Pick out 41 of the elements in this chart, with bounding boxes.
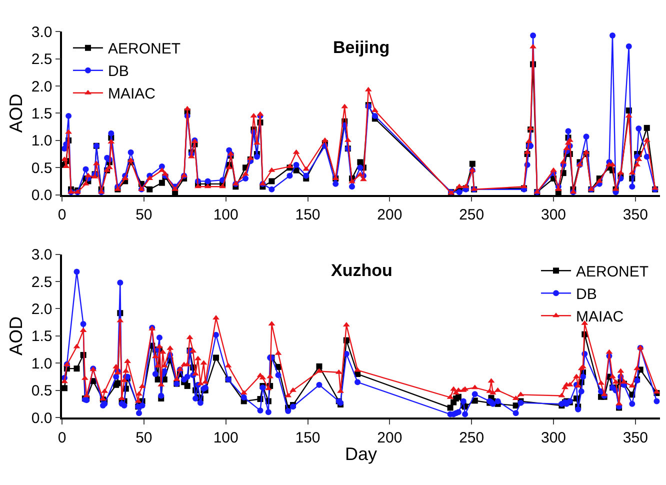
x-tick-label: 150	[295, 429, 320, 446]
y-tick-label: 1.0	[31, 355, 52, 372]
x-tick-label: 50	[136, 429, 152, 446]
y-tick-label: 1.5	[31, 328, 52, 346]
legend-label: MAIAC	[576, 308, 624, 326]
y-tick-label: 2.0	[31, 78, 52, 96]
legend-label: AERONET	[108, 40, 180, 58]
y-tick-label: 0.0	[31, 187, 52, 204]
x-tick-label: 150	[295, 206, 320, 224]
x-tick-label: 350	[622, 206, 648, 224]
y-tick-label: 0.5	[31, 382, 52, 400]
x-axis-title: Day	[344, 444, 378, 464]
y-tick-label: 2.5	[31, 51, 52, 68]
legend-label: MAIAC	[108, 86, 156, 103]
legend-label: DB	[576, 286, 597, 303]
y-tick-label: 0.5	[31, 160, 52, 177]
x-tick-label: 300	[540, 429, 566, 446]
x-tick-label: 100	[213, 206, 238, 224]
legend-label: DB	[108, 63, 129, 80]
legend-label: AERONET	[576, 263, 649, 280]
y-tick-label: 1.5	[31, 105, 52, 122]
y-tick-label: 1.0	[31, 132, 52, 150]
chart-title: Beijing	[333, 38, 390, 57]
x-tick-label: 200	[377, 429, 402, 446]
x-tick-label: 250	[459, 429, 484, 446]
x-tick-label: 0	[58, 429, 66, 446]
x-tick-label: 200	[377, 206, 402, 224]
y-axis-title: AOD	[6, 94, 26, 133]
y-tick-label: 3.0	[31, 246, 52, 264]
x-tick-label: 350	[622, 429, 648, 446]
y-axis-title: AOD	[6, 316, 26, 356]
chart-title: Xuzhou	[331, 261, 392, 280]
x-tick-label: 300	[540, 206, 566, 224]
x-tick-label: 100	[213, 429, 238, 446]
x-tick-label: 250	[459, 206, 484, 224]
y-tick-label: 3.0	[31, 24, 52, 41]
x-tick-label: 0	[58, 206, 66, 224]
y-tick-label: 2.0	[31, 300, 52, 318]
y-tick-label: 2.5	[31, 274, 52, 291]
x-tick-label: 50	[136, 206, 152, 224]
y-tick-label: 0.0	[31, 410, 52, 427]
